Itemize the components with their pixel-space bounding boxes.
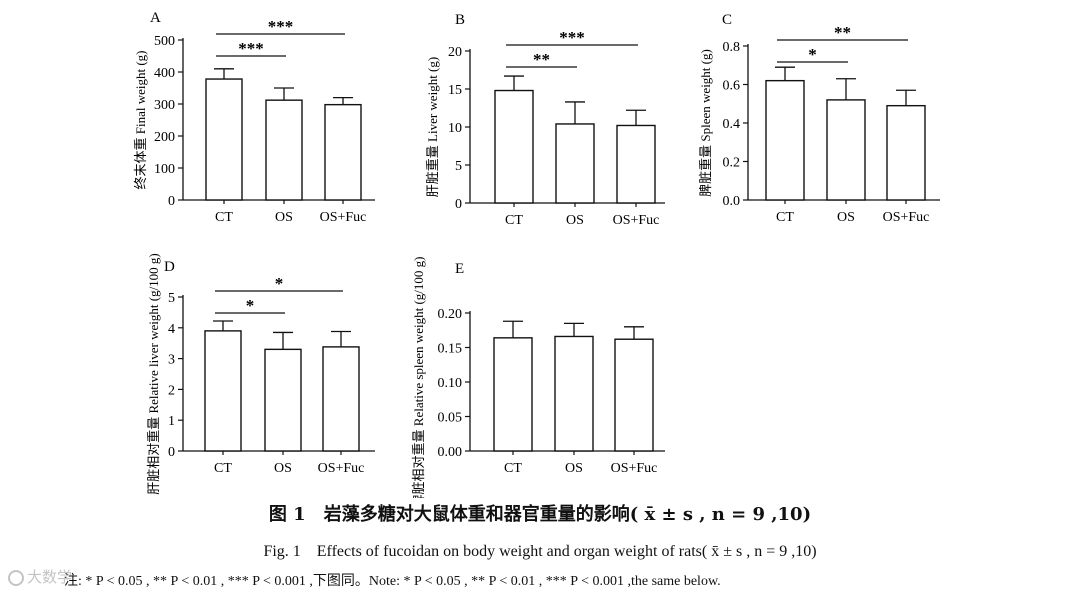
panel-e-label: E (455, 261, 464, 277)
panel-b-x-tick-label-2: OS+Fuc (613, 213, 660, 228)
panel-d-x-tick-label-0: CT (214, 461, 232, 476)
panel-e-x-tick-label-0: CT (504, 461, 522, 476)
panel-c-y-tick-label: 0.2 (723, 156, 741, 171)
panel-a-y-tick-label: 400 (154, 66, 175, 81)
panel-e-bar-1 (554, 335, 594, 452)
figure-note: 注: * P < 0.05 , ** P < 0.01 , *** P < 0.… (64, 574, 721, 589)
panel-b-significance-label-1: *** (559, 28, 585, 47)
panel-b-y-tick-label: 15 (448, 83, 462, 98)
panel-c-y-tick-label: 0.4 (723, 117, 741, 132)
panel-c-bar-2 (886, 104, 926, 201)
panel-d-y-tick-label: 3 (168, 353, 175, 368)
panel-a-y-axis-title: 终末体重 Final weight (g) (133, 50, 148, 189)
panel-a-y-tick-label: 200 (154, 130, 175, 145)
panel-b-bar-2 (616, 124, 656, 204)
panel-e-x-tick-label-2: OS+Fuc (611, 461, 658, 476)
panel-a-bar-1 (265, 99, 303, 201)
panel-b-y-tick-label: 20 (448, 45, 462, 60)
panel-c-significance-label-0: * (808, 45, 817, 64)
panel-c-y-axis-title: 脾脏重量 Spleen weight (g) (698, 49, 713, 197)
panel-a-y-tick-label: 500 (154, 34, 175, 49)
panel-c-significance-label-1: ** (834, 23, 851, 42)
panel-d-x-tick-label-2: OS+Fuc (318, 461, 365, 476)
watermark-logo-icon (8, 569, 24, 586)
panel-d-y-tick-label: 2 (168, 383, 175, 398)
panel-a-significance-label-0: *** (238, 39, 264, 58)
panel-b-bar-1 (555, 123, 595, 204)
panel-e-y-tick-label: 0.10 (438, 376, 463, 391)
panel-b-significance-label-0: ** (533, 50, 550, 69)
panel-d-bar-1 (264, 348, 302, 452)
panel-e-bar-2 (614, 338, 654, 452)
panel-d-y-tick-label: 1 (168, 414, 175, 429)
panel-e-x-tick-label-1: OS (565, 461, 583, 476)
panel-e-y-axis-title: 脾脏相对重量 Relative spleen weight (g/100 g) (411, 257, 426, 498)
panel-d-x-tick-label-1: OS (274, 461, 292, 476)
panel-c-y-tick-label: 0.0 (723, 194, 741, 209)
panel-d-bar-0 (204, 330, 242, 452)
panel-e-y-tick-label: 0.05 (438, 411, 463, 426)
panel-b-y-tick-label: 5 (455, 159, 462, 174)
panel-b-x-tick-label-1: OS (566, 213, 584, 228)
panel-a-x-tick-label-1: OS (275, 210, 293, 225)
panel-c-y-tick-label: 0.8 (723, 40, 741, 55)
panel-d-significance-label-1: * (275, 274, 284, 293)
panel-a-x-tick-label-0: CT (215, 210, 233, 225)
panel-d-y-tick-label: 0 (168, 445, 175, 460)
watermark-text: 大数学 (27, 568, 73, 586)
panel-e-y-tick-label: 0.20 (438, 307, 463, 322)
panel-a-label: A (150, 10, 161, 26)
panel-c-label: C (722, 12, 732, 28)
panel-d-label: D (164, 259, 175, 275)
panel-b-x-tick-label-0: CT (505, 213, 523, 228)
figure-caption-cn: 图 1 岩藻多糖对大鼠体重和器官重量的影响( x̄ ± s , n = 9 ,1… (268, 504, 812, 525)
panel-c-bar-1 (826, 99, 866, 201)
panel-c-x-tick-label-0: CT (776, 210, 794, 225)
panel-d-y-tick-label: 5 (168, 291, 175, 306)
panel-b-y-tick-label: 10 (448, 121, 462, 136)
panel-d-bar-2 (322, 346, 360, 452)
panel-a-bar-0 (205, 78, 243, 201)
panel-b-y-tick-label: 0 (455, 197, 462, 212)
panel-c-x-tick-label-2: OS+Fuc (883, 210, 930, 225)
panel-a-bar-2 (324, 103, 362, 201)
panel-a-y-tick-label: 100 (154, 162, 175, 177)
panel-b-y-axis-title: 肝脏重量 Liver weight (g) (425, 57, 440, 197)
panel-d-y-axis-title: 肝脏相对重量 Relative liver weight (g/100 g) (146, 253, 161, 495)
panel-c-x-tick-label-1: OS (837, 210, 855, 225)
panel-a-y-tick-label: 0 (168, 194, 175, 209)
panel-a-significance-label-1: *** (268, 17, 294, 36)
panel-d-significance-label-0: * (246, 296, 255, 315)
panel-e-y-tick-label: 0.00 (438, 445, 463, 460)
figure-caption-en: Fig. 1 Effects of fucoidan on body weigh… (263, 543, 817, 560)
panel-b-bar-0 (494, 89, 534, 204)
panel-a-x-tick-label-2: OS+Fuc (320, 210, 367, 225)
watermark: 大数学 (8, 566, 72, 587)
panel-e-y-tick-label: 0.15 (438, 342, 463, 357)
panel-b-label: B (455, 12, 465, 28)
panel-c-bar-0 (765, 79, 805, 201)
panel-a-y-tick-label: 300 (154, 98, 175, 113)
panel-d-y-tick-label: 4 (168, 322, 175, 337)
panel-c-y-tick-label: 0.6 (723, 79, 741, 94)
panel-e-bar-0 (493, 337, 533, 452)
